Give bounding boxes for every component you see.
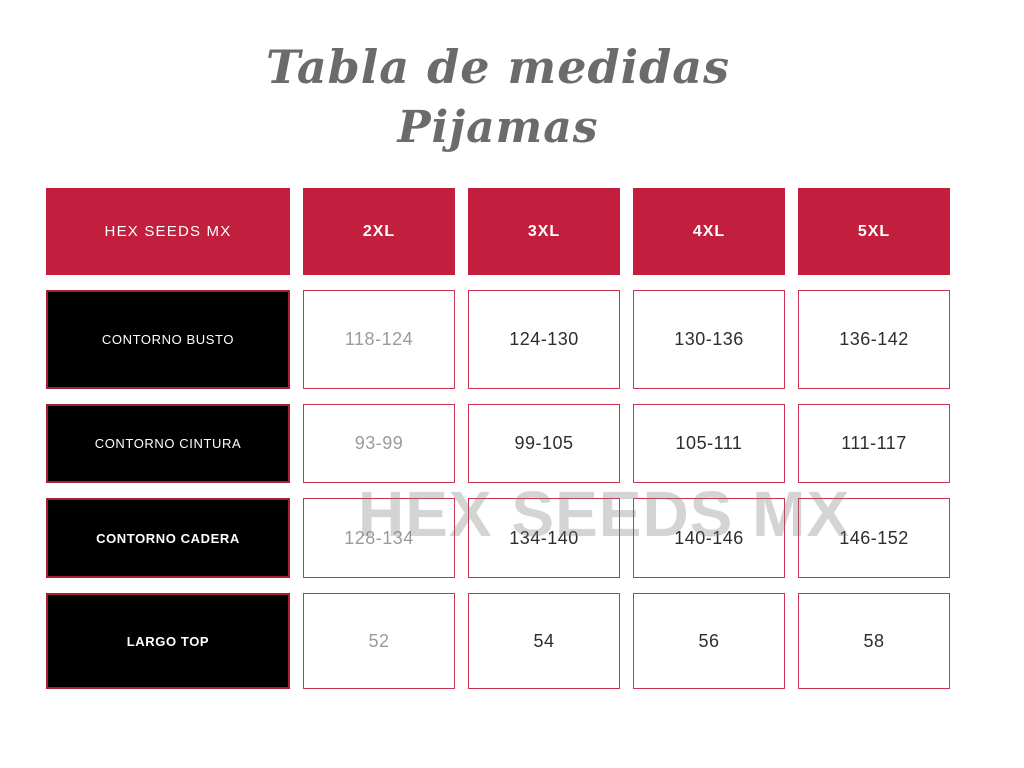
column-header-4xl: 4XL (633, 188, 785, 275)
row-label-largo-top: LARGO TOP (46, 593, 290, 689)
cell-largo-4xl: 56 (633, 593, 785, 689)
cell-busto-5xl: 136-142 (798, 290, 950, 389)
cell-cadera-2xl: 128-134 (303, 498, 455, 578)
cell-cadera-5xl: 146-152 (798, 498, 950, 578)
title-line-1: Tabla de medidas (266, 40, 730, 94)
cell-cintura-4xl: 105-111 (633, 404, 785, 483)
page-title: Tabla de medidas Pijamas (46, 36, 950, 158)
column-header-2xl: 2XL (303, 188, 455, 275)
column-header-3xl: 3XL (468, 188, 620, 275)
cell-busto-4xl: 130-136 (633, 290, 785, 389)
cell-cadera-3xl: 134-140 (468, 498, 620, 578)
size-table: HEX SEEDS MX 2XL 3XL 4XL 5XL CONTORNO BU… (46, 188, 950, 689)
cell-busto-2xl: 118-124 (303, 290, 455, 389)
column-header-5xl: 5XL (798, 188, 950, 275)
cell-largo-3xl: 54 (468, 593, 620, 689)
row-label-contorno-cintura: CONTORNO CINTURA (46, 404, 290, 483)
cell-cintura-5xl: 111-117 (798, 404, 950, 483)
row-label-contorno-busto: CONTORNO BUSTO (46, 290, 290, 389)
cell-busto-3xl: 124-130 (468, 290, 620, 389)
cell-largo-5xl: 58 (798, 593, 950, 689)
title-line-2: Pijamas (397, 102, 599, 153)
cell-cintura-3xl: 99-105 (468, 404, 620, 483)
cell-largo-2xl: 52 (303, 593, 455, 689)
table-corner-brand-cell: HEX SEEDS MX (46, 188, 290, 275)
cell-cadera-4xl: 140-146 (633, 498, 785, 578)
cell-cintura-2xl: 93-99 (303, 404, 455, 483)
row-label-contorno-cadera: CONTORNO CADERA (46, 498, 290, 578)
